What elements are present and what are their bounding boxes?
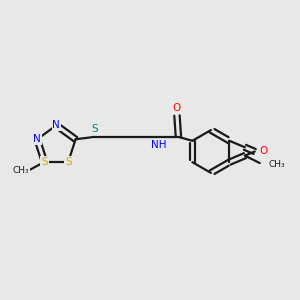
Text: N: N [52, 120, 60, 130]
Text: CH₃: CH₃ [269, 160, 285, 169]
Text: N: N [33, 134, 41, 144]
Text: S: S [65, 157, 72, 167]
Text: O: O [173, 103, 181, 113]
Text: CH₃: CH₃ [12, 166, 29, 175]
Text: S: S [41, 157, 48, 167]
Text: S: S [91, 124, 98, 134]
Text: O: O [259, 146, 267, 157]
Text: NH: NH [151, 140, 166, 150]
